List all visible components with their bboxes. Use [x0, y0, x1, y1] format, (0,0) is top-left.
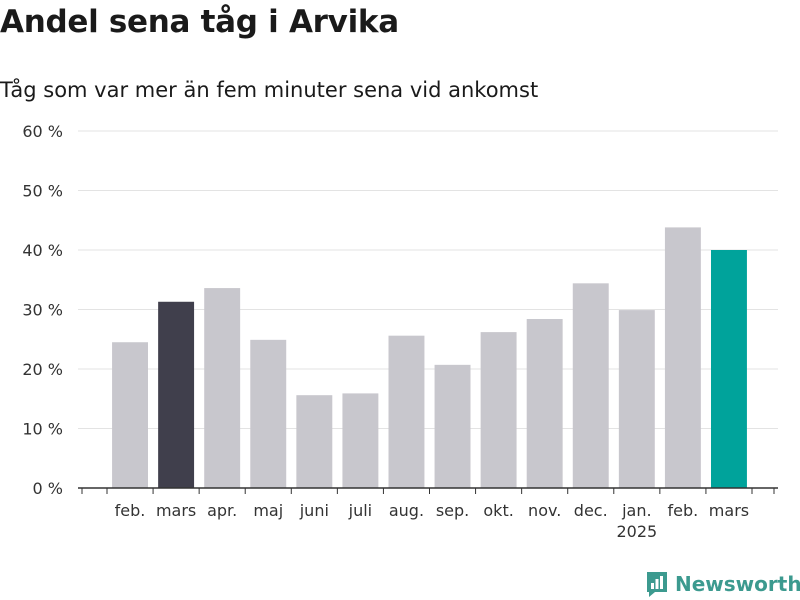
bar [204, 288, 241, 488]
y-tick-label: 20 % [22, 360, 63, 379]
x-tick-label: juli [348, 501, 372, 520]
bar [342, 393, 379, 488]
x-tick-label: aug. [389, 501, 424, 520]
y-tick-label: 60 % [22, 122, 63, 141]
bar [434, 364, 471, 488]
bar [618, 310, 655, 488]
brand-name: Newsworthy [675, 572, 800, 596]
brand-logo: Newsworthy [645, 568, 800, 600]
bar [710, 250, 747, 488]
x-tick-label: juni [299, 501, 329, 520]
x-tick-label: feb. [115, 501, 146, 520]
newsworthy-logo-icon [647, 572, 667, 597]
y-tick-label: 40 % [22, 241, 63, 260]
bar [388, 335, 425, 488]
bar [112, 342, 149, 488]
x-tick-label: mars [156, 501, 196, 520]
bar [572, 283, 609, 488]
x-tick-label: dec. [574, 501, 608, 520]
y-tick-label: 0 % [33, 479, 63, 498]
y-tick-label: 50 % [22, 182, 63, 201]
y-tick-label: 30 % [22, 301, 63, 320]
bar [158, 301, 195, 488]
x-tick-label: apr. [207, 501, 237, 520]
x-tick-label: feb. [668, 501, 699, 520]
chart-subtitle: Tåg som var mer än fem minuter sena vid … [0, 78, 539, 102]
x-tick-label: okt. [483, 501, 513, 520]
bar [480, 332, 517, 488]
bar [250, 339, 287, 488]
x-tick-label: sep. [436, 501, 469, 520]
x-tick-label: mars [709, 501, 749, 520]
bar [664, 227, 701, 488]
bar [296, 395, 333, 488]
x-tick-label: maj [253, 501, 283, 520]
y-tick-label: 10 % [22, 420, 63, 439]
bar [526, 319, 563, 488]
x-year-label: 2025 [616, 522, 657, 541]
x-tick-label: jan. [621, 501, 651, 520]
x-tick-label: nov. [528, 501, 561, 520]
chart-title: Andel sena tåg i Arvika [0, 4, 399, 40]
